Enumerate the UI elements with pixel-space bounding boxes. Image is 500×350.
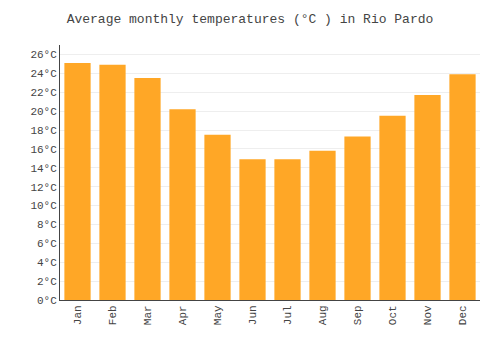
svg-text:Jul: Jul bbox=[282, 305, 294, 325]
svg-text:8°C: 8°C bbox=[37, 219, 57, 231]
svg-text:Aug: Aug bbox=[317, 305, 329, 325]
svg-text:Nov: Nov bbox=[422, 305, 434, 325]
svg-text:6°C: 6°C bbox=[37, 238, 57, 250]
svg-text:24°C: 24°C bbox=[30, 68, 57, 80]
svg-text:4°C: 4°C bbox=[37, 257, 57, 269]
svg-text:26°C: 26°C bbox=[30, 49, 57, 61]
svg-text:20°C: 20°C bbox=[30, 106, 57, 118]
svg-text:22°C: 22°C bbox=[30, 87, 57, 99]
svg-text:0°C: 0°C bbox=[37, 295, 57, 307]
svg-text:Jan: Jan bbox=[72, 305, 84, 325]
svg-text:Jun: Jun bbox=[247, 305, 259, 325]
svg-text:16°C: 16°C bbox=[30, 144, 57, 156]
svg-text:Average monthly temperatures (: Average monthly temperatures (°C ) in Ri… bbox=[67, 12, 434, 27]
svg-text:10°C: 10°C bbox=[30, 200, 57, 212]
svg-text:18°C: 18°C bbox=[30, 125, 57, 137]
svg-text:Dec: Dec bbox=[457, 305, 469, 325]
svg-text:Sep: Sep bbox=[352, 305, 364, 325]
svg-text:14°C: 14°C bbox=[30, 163, 57, 175]
svg-text:Feb: Feb bbox=[107, 305, 119, 325]
svg-text:Apr: Apr bbox=[177, 305, 189, 325]
svg-text:Oct: Oct bbox=[387, 305, 399, 325]
svg-text:Mar: Mar bbox=[142, 305, 154, 325]
svg-text:12°C: 12°C bbox=[30, 182, 57, 194]
svg-text:2°C: 2°C bbox=[37, 276, 57, 288]
svg-text:May: May bbox=[212, 305, 224, 325]
